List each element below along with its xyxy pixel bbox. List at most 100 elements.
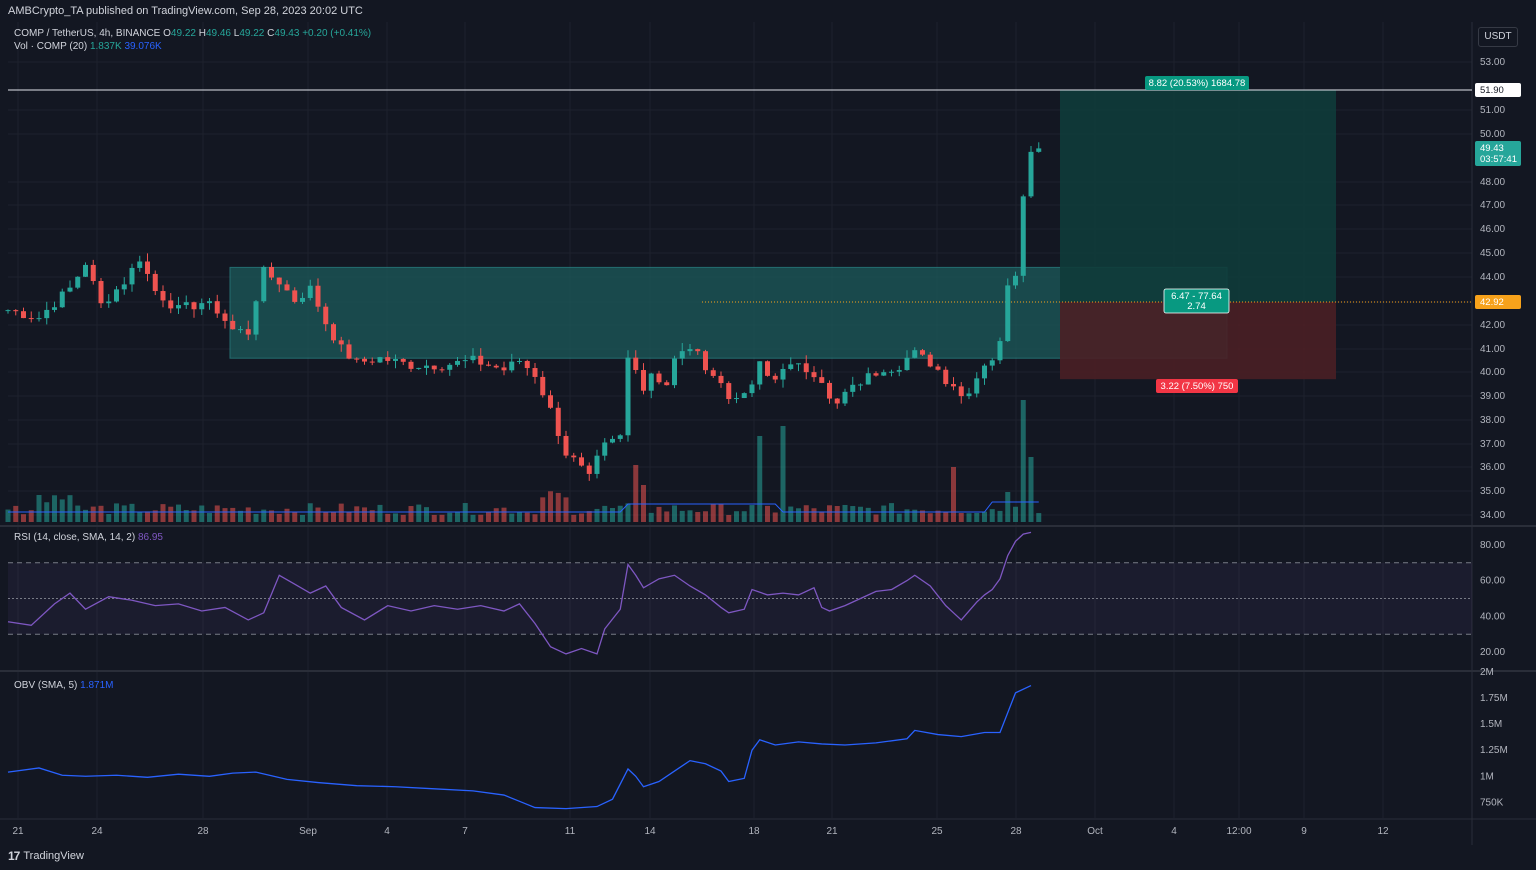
candle-body — [207, 301, 212, 304]
candle-body — [21, 311, 26, 319]
volume-bar — [323, 512, 329, 522]
obv-tick-label: 2M — [1480, 667, 1494, 678]
volume-bar — [160, 504, 166, 522]
candle-body — [214, 301, 220, 314]
price-tick-label: 44.00 — [1480, 272, 1505, 283]
entry-price-badge-text: 42.92 — [1480, 297, 1504, 308]
candle-body — [393, 358, 398, 361]
candle-body — [1013, 275, 1018, 286]
volume-bar — [610, 508, 615, 522]
volume-bar — [385, 513, 391, 522]
candle-body — [726, 383, 732, 400]
volume-bar — [439, 514, 445, 522]
volume-bar — [245, 507, 251, 522]
last-price-badge-text: 49.43 — [1480, 143, 1504, 154]
candle-body — [331, 324, 336, 341]
price-tick-label: 34.00 — [1480, 510, 1505, 521]
volume-bar — [13, 505, 19, 522]
time-tick-label: 28 — [1010, 826, 1022, 837]
volume-bar — [741, 511, 747, 522]
volume-bar — [331, 512, 336, 522]
volume-bar — [90, 506, 96, 522]
candle-body — [602, 442, 608, 456]
position-target-label-bg — [1145, 76, 1249, 90]
time-tick-label: 9 — [1301, 826, 1307, 837]
candle-body — [83, 264, 88, 277]
volume-bar — [571, 514, 577, 522]
candle-body — [594, 455, 600, 474]
candle-body — [478, 355, 484, 365]
price-axis: 53.00 51.00 50.00 48.00 47.00 46.00 45.00 44.00… — [1480, 57, 1508, 808]
candle-body — [780, 368, 786, 380]
volume-bar — [524, 512, 530, 522]
candle-body — [648, 373, 654, 391]
obv-value: 1.871M — [80, 680, 114, 691]
volume-label[interactable]: Vol · COMP (20) — [14, 41, 88, 52]
candle-body — [842, 391, 848, 404]
candle-body — [703, 351, 708, 371]
candle-body — [548, 395, 553, 408]
candle-body — [532, 368, 538, 377]
volume-bar — [904, 509, 910, 522]
volume-bar — [935, 510, 941, 522]
volume-bar — [5, 509, 11, 522]
candle-body — [796, 363, 801, 365]
candle-body — [408, 361, 414, 369]
tradingview-logo[interactable]: 17 TradingView — [8, 849, 84, 863]
candle-body — [455, 360, 460, 365]
candle-body — [385, 357, 391, 361]
currency-button[interactable]: USDT — [1478, 27, 1518, 47]
obv-tick-label: 1.75M — [1480, 693, 1508, 704]
time-tick-label: 14 — [644, 826, 656, 837]
candle-body — [261, 266, 267, 302]
volume-legend: Vol · COMP (20) 1.837K 39.076K — [14, 41, 162, 52]
volume-bar — [230, 507, 236, 522]
volume-bar — [315, 507, 321, 522]
rsi-label[interactable]: RSI (14, close, SMA, 14, 2) — [14, 532, 136, 543]
candle-body — [5, 310, 11, 312]
position-stop-label: 3.22 (7.50%) 750 — [1156, 379, 1238, 393]
candle-body — [90, 264, 96, 282]
volume-bar — [633, 465, 639, 522]
volume-bar — [83, 509, 88, 522]
volume-bar — [532, 514, 538, 522]
candle-body — [555, 407, 561, 436]
candle-body — [323, 306, 329, 325]
volume-bar — [555, 492, 561, 522]
last-price-badge-text: 03:57:41 — [1480, 154, 1517, 165]
candle-body — [579, 457, 584, 466]
volume-bar — [486, 512, 491, 522]
time-tick-label: 12:00 — [1226, 826, 1251, 837]
volume-bar — [811, 508, 817, 522]
volume-bar — [214, 505, 220, 522]
time-tick-label: 21 — [12, 826, 24, 837]
candle-body — [59, 291, 65, 308]
candle-body — [424, 365, 429, 368]
volume-bar — [881, 505, 887, 522]
obv-label[interactable]: OBV (SMA, 5) — [14, 680, 78, 691]
candle-body — [362, 358, 367, 362]
volume-bar — [920, 510, 925, 522]
volume-bar — [393, 513, 398, 522]
time-tick-label: 28 — [197, 826, 209, 837]
price-tick-label: 39.00 — [1480, 391, 1505, 402]
obv-tick-label: 1M — [1480, 771, 1494, 782]
volume-bar — [377, 504, 383, 522]
time-tick-label: Sep — [299, 826, 317, 837]
candle-body — [850, 384, 856, 392]
price-tick-label: 37.00 — [1480, 439, 1505, 450]
volume-bar — [625, 503, 631, 522]
time-tick-label: 4 — [1171, 826, 1177, 837]
time-tick-label: 18 — [748, 826, 760, 837]
volume-bar — [338, 503, 344, 522]
time-tick-label: 12 — [1377, 826, 1389, 837]
volume-bar — [269, 510, 274, 522]
symbol-pair[interactable]: COMP / TetherUS, 4h, BINANCE — [14, 28, 161, 39]
footer-bar — [0, 845, 1536, 870]
low-value: 49.22 — [239, 28, 265, 39]
position-stop-label-bg — [1156, 379, 1238, 393]
candle-body — [114, 289, 119, 302]
volume-bar — [586, 511, 592, 522]
